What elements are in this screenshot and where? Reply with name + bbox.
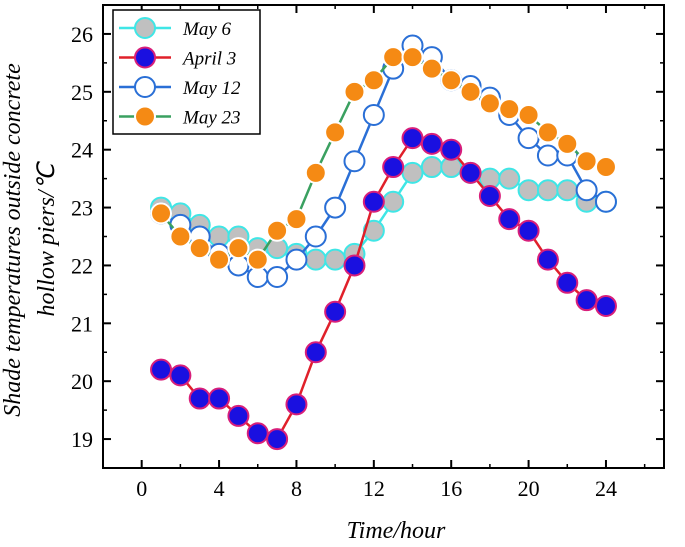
data-point-may-23 [440,69,463,92]
data-point-may-23 [169,225,192,248]
data-point-may-23 [150,202,173,225]
data-point-may-12 [285,248,308,271]
data-point-may-23 [304,161,327,184]
data-point-may-23 [478,92,501,115]
data-point-may-6 [420,156,443,179]
series-april-3 [150,127,617,451]
data-point-may-23 [343,80,366,103]
data-point-april-3 [188,387,211,410]
data-point-april-3 [266,428,289,451]
y-tick-label: 21 [71,311,93,336]
data-point-april-3 [401,127,424,150]
y-tick-label: 20 [71,369,93,394]
y-tick-label: 26 [71,22,93,47]
y-axis-title-line1: Shade temperatures outside concrete [0,63,26,417]
data-point-may-12 [594,190,617,213]
data-point-april-3 [517,219,540,242]
data-point-may-23 [401,46,424,69]
data-point-may-6 [556,179,579,202]
data-point-may-23 [536,121,559,144]
x-tick-label: 24 [595,476,617,501]
data-point-april-3 [420,132,443,155]
data-point-may-12 [266,266,289,289]
data-point-april-3 [324,300,347,323]
legend-marker-may-12 [134,76,156,98]
x-tick-label: 4 [214,476,225,501]
data-point-may-6 [304,248,327,271]
data-point-may-6 [382,190,405,213]
data-point-april-3 [536,248,559,271]
data-point-april-3 [285,393,308,416]
legend-label-may-6: May 6 [182,19,232,40]
x-tick-label: 16 [440,476,462,501]
data-point-may-12 [362,103,385,126]
y-axis-title-line2: hollow piers/℃ [34,160,60,316]
y-tick-label: 25 [71,80,93,105]
axis-ticks: 0 4 8 12 16 20 24 19 20 21 22 23 24 25 26 [71,4,664,501]
data-point-may-6 [517,179,540,202]
legend-marker-april-3 [134,46,156,69]
data-point-april-3 [478,184,501,207]
legend-label-may-12: May 12 [182,78,241,99]
data-point-april-3 [459,161,482,184]
data-point-april-3 [246,422,269,445]
data-point-may-23 [382,46,405,69]
series-may-23 [150,46,617,271]
y-tick-label: 23 [71,196,93,221]
data-point-may-23 [285,208,308,231]
data-point-april-3 [440,138,463,161]
x-axis-title: Time/hour [347,518,446,544]
data-point-may-23 [594,156,617,179]
data-point-may-23 [459,80,482,103]
data-point-april-3 [382,156,405,179]
x-tick-label: 12 [363,476,385,501]
data-point-may-6 [324,248,347,271]
data-point-may-23 [227,237,250,260]
y-tick-label: 22 [71,253,93,278]
data-point-may-6 [536,179,559,202]
x-tick-label: 0 [136,476,147,501]
data-point-may-12 [324,196,347,219]
data-point-may-12 [517,127,540,150]
y-tick-label: 19 [71,427,93,452]
data-point-april-3 [208,387,231,410]
data-point-may-23 [266,219,289,242]
data-point-may-23 [556,132,579,155]
data-point-april-3 [343,254,366,277]
data-point-april-3 [498,208,521,231]
data-point-april-3 [169,364,192,387]
data-point-april-3 [150,358,173,381]
data-point-april-3 [556,271,579,294]
data-point-may-23 [324,121,347,144]
data-point-may-23 [246,248,269,271]
data-point-april-3 [575,289,598,312]
x-tick-label: 8 [291,476,302,501]
data-point-may-12 [343,150,366,173]
data-point-may-23 [208,248,231,271]
data-point-may-12 [575,179,598,202]
y-tick-label: 24 [71,138,93,163]
legend: May 6 April 3 May 12 May 23 [112,9,261,135]
legend-label-may-23: May 23 [182,108,241,129]
data-point-may-12 [536,144,559,167]
series-group [150,34,617,451]
legend-label-april-3: April 3 [181,49,236,70]
data-point-may-23 [362,69,385,92]
x-tick-label: 20 [518,476,540,501]
data-point-april-3 [594,294,617,317]
data-point-may-23 [188,237,211,260]
legend-marker-may-6 [134,17,156,39]
data-point-may-12 [304,225,327,248]
data-point-may-23 [498,98,521,121]
data-point-april-3 [362,190,385,213]
data-point-may-23 [420,57,443,80]
data-point-may-23 [517,103,540,126]
legend-marker-may-23 [134,105,156,128]
data-point-may-23 [575,150,598,173]
data-point-may-6 [498,167,521,190]
data-point-may-6 [401,161,424,184]
data-point-april-3 [227,404,250,427]
data-point-april-3 [304,341,327,364]
